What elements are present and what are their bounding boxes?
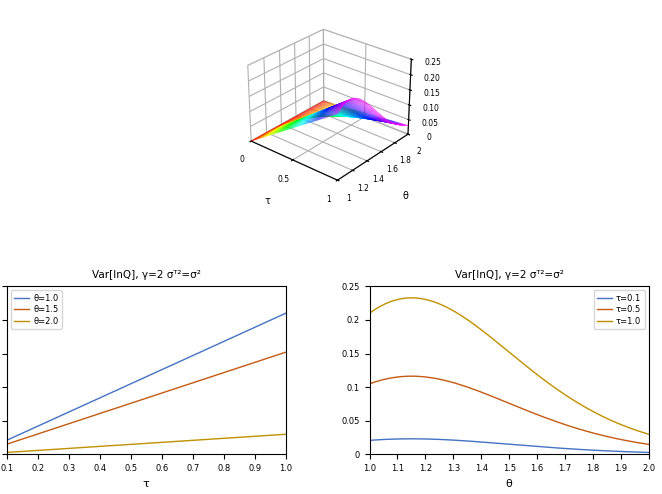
τ=0.5	[408, 373, 416, 379]
τ=1.0	[639, 429, 647, 435]
τ=0.1	[595, 448, 603, 453]
X-axis label: θ: θ	[506, 479, 512, 489]
Title: Var[lnQ], γ=2 σᵀ²=σ²: Var[lnQ], γ=2 σᵀ²=σ²	[455, 270, 563, 280]
τ=1.0	[532, 371, 540, 377]
τ=1.0	[365, 310, 373, 316]
θ=1.5	[135, 398, 143, 404]
τ=1.0	[595, 412, 603, 417]
τ=0.5	[639, 441, 647, 447]
τ=0.5	[532, 411, 540, 417]
θ=1.5	[232, 366, 240, 371]
τ=0.5	[645, 442, 653, 448]
θ=2.0	[137, 441, 145, 447]
τ=0.1	[500, 441, 508, 447]
Legend: θ=1.0, θ=1.5, θ=2.0: θ=1.0, θ=1.5, θ=2.0	[11, 290, 62, 329]
θ=1.0	[232, 333, 240, 339]
Line: θ=1.5: θ=1.5	[7, 352, 286, 444]
θ=1.5	[169, 386, 177, 392]
X-axis label: τ: τ	[143, 479, 150, 489]
τ=0.1	[517, 442, 525, 448]
Line: θ=2.0: θ=2.0	[7, 434, 286, 453]
Line: τ=1.0: τ=1.0	[369, 298, 649, 434]
θ=2.0	[154, 440, 162, 446]
θ=1.5	[154, 391, 162, 397]
τ=1.0	[498, 344, 506, 350]
θ=2.0	[275, 432, 283, 438]
τ=1.0	[645, 431, 653, 437]
θ=2.0	[135, 441, 143, 447]
θ=2.0	[3, 450, 11, 455]
θ=2.0	[282, 431, 290, 437]
θ=1.5	[137, 397, 145, 403]
θ=1.0	[282, 310, 290, 316]
τ=0.1	[498, 441, 506, 447]
τ=0.5	[517, 405, 525, 411]
θ=1.0	[3, 437, 11, 443]
τ=0.1	[408, 436, 416, 442]
τ=0.1	[639, 450, 647, 455]
τ=0.1	[645, 450, 653, 455]
X-axis label: τ: τ	[264, 196, 270, 206]
τ=0.1	[365, 437, 373, 443]
θ=2.0	[169, 439, 177, 445]
Y-axis label: θ: θ	[402, 191, 408, 201]
Line: τ=0.1: τ=0.1	[369, 439, 649, 453]
θ=1.0	[137, 376, 145, 382]
θ=1.5	[3, 441, 11, 447]
Line: τ=0.5: τ=0.5	[369, 376, 649, 445]
τ=0.5	[498, 398, 506, 404]
τ=1.0	[500, 345, 508, 351]
θ=1.0	[135, 377, 143, 383]
Line: θ=1.0: θ=1.0	[7, 313, 286, 440]
θ=1.0	[169, 362, 177, 368]
θ=1.0	[275, 313, 283, 319]
τ=0.5	[595, 432, 603, 438]
θ=2.0	[232, 435, 240, 441]
τ=0.1	[532, 444, 540, 450]
τ=0.5	[365, 381, 373, 387]
Legend: τ=0.1, τ=0.5, τ=1.0: τ=0.1, τ=0.5, τ=1.0	[594, 290, 645, 329]
θ=1.0	[154, 369, 162, 374]
θ=1.5	[275, 351, 283, 357]
τ=1.0	[408, 295, 416, 301]
θ=1.5	[282, 349, 290, 355]
τ=1.0	[517, 359, 525, 365]
Title: Var[lnQ], γ=2 σᵀ²=σ²: Var[lnQ], γ=2 σᵀ²=σ²	[92, 270, 201, 280]
τ=0.5	[500, 398, 508, 404]
